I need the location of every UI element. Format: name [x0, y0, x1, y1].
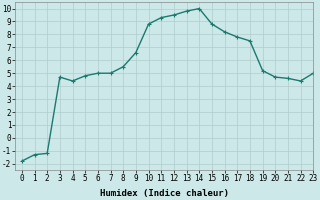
X-axis label: Humidex (Indice chaleur): Humidex (Indice chaleur)	[100, 189, 229, 198]
